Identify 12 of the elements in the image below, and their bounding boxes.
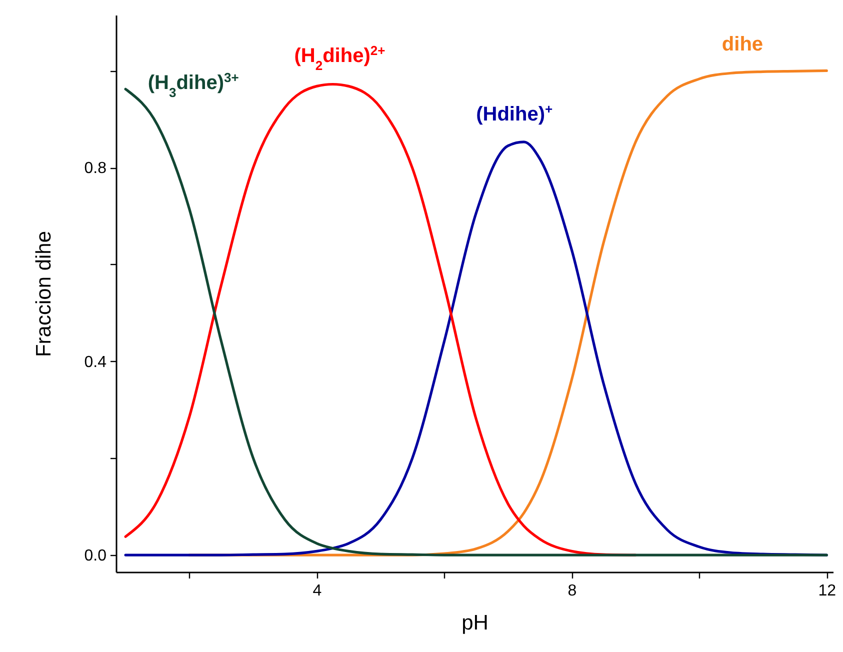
y-axis-title: Fraccion dihe xyxy=(32,230,56,358)
series-label: (Hdihe)$^{+}$ xyxy=(476,100,553,126)
x-tick-label: 12 xyxy=(818,582,836,600)
x-tick-label: 4 xyxy=(312,582,322,600)
x-axis-title: pH xyxy=(462,612,488,634)
y-tick-label: 0.4 xyxy=(84,354,107,371)
y-tick-label: 0.8 xyxy=(84,160,107,178)
series-label: dihe xyxy=(722,34,764,56)
series-label: (H$_{3}$dihe)$^{3+}$ xyxy=(148,69,240,100)
x-tick-label: 8 xyxy=(568,582,577,600)
y-tick-label: 0.0 xyxy=(84,548,107,565)
series-label: (H$_{2}$dihe)$^{2+}$ xyxy=(294,42,386,73)
